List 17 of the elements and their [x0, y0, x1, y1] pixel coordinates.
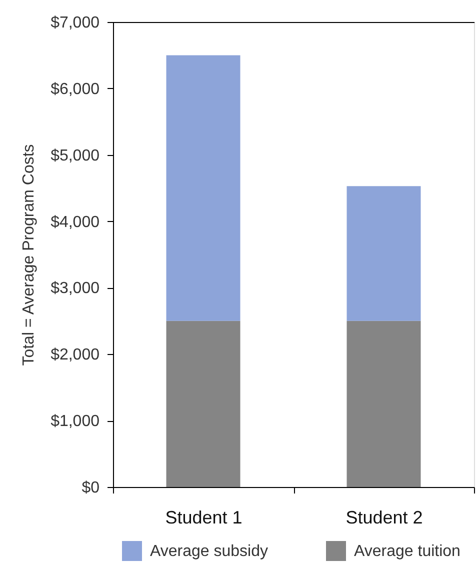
y-tick-label: $6,000	[50, 80, 100, 98]
y-tick-label: $5,000	[50, 147, 100, 164]
y-tick-label: $2,000	[50, 346, 100, 364]
legend-label: Average subsidy	[150, 543, 268, 560]
y-axis-title: Total = Average Program Costs	[20, 144, 38, 366]
y-tick-label: $0	[82, 480, 100, 496]
bar	[166, 55, 240, 321]
bar	[346, 320, 421, 487]
y-tick-label: $7,000	[50, 14, 100, 32]
y-tick-label: $3,000	[50, 280, 100, 298]
x-tick-label: Student 2	[346, 508, 423, 528]
bar	[166, 320, 240, 487]
legend-label: Average tuition	[354, 543, 460, 560]
bar	[346, 186, 421, 321]
x-tick-label: Student 1	[165, 508, 242, 528]
y-tick-label: $4,000	[50, 214, 100, 231]
y-tick-label: $1,000	[50, 413, 100, 430]
